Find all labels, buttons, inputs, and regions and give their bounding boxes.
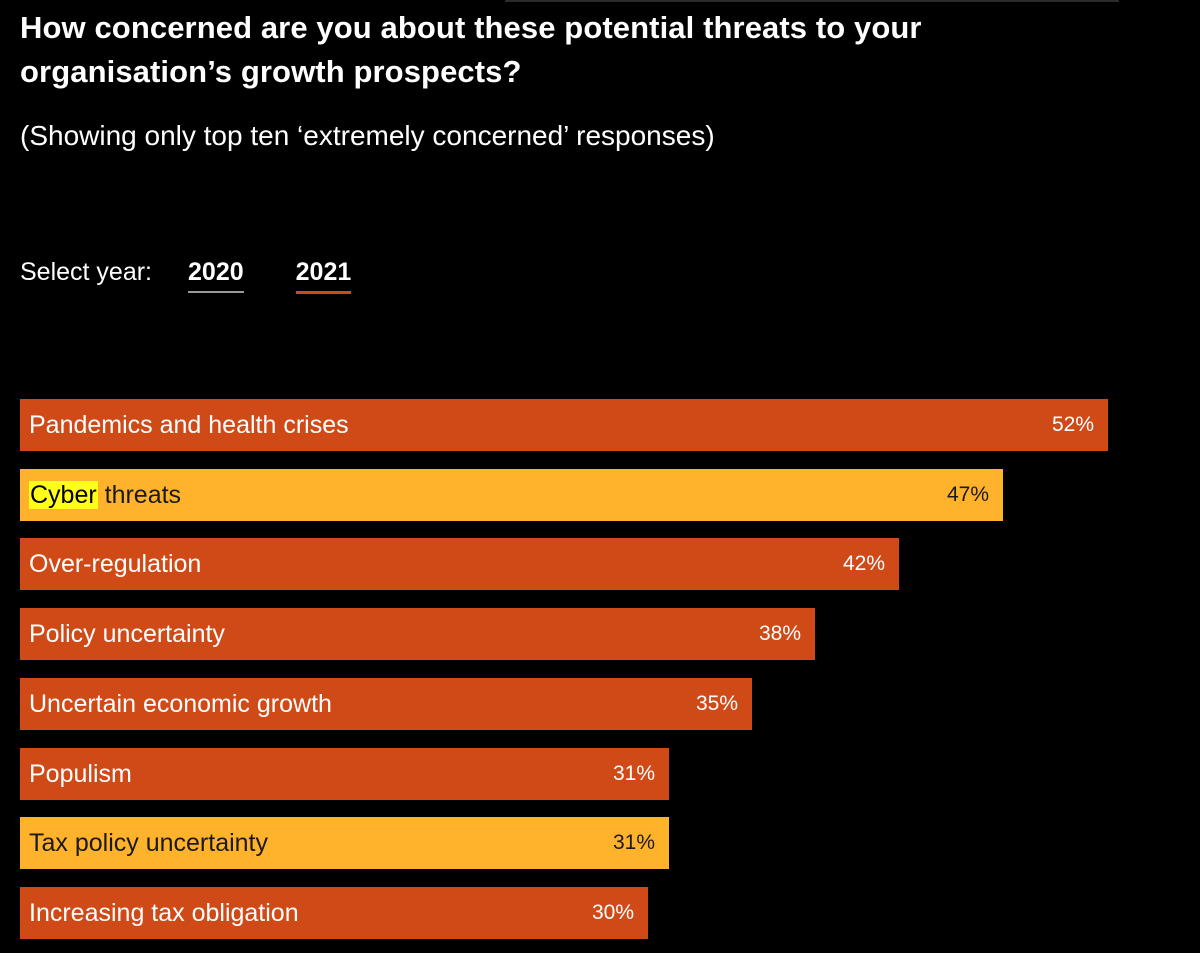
year-option-2021[interactable]: 2021 <box>295 256 351 294</box>
bar-value-label: 31% <box>612 831 655 854</box>
top-divider <box>505 0 1119 2</box>
bar-value-label: 38% <box>758 622 801 645</box>
search-highlight: Cyber <box>29 481 98 509</box>
chart-subtitle: (Showing only top ten ‘extremely concern… <box>20 120 715 151</box>
bar[interactable]: Tax policy uncertainty 31% <box>20 817 669 869</box>
bar-value-label: 35% <box>695 692 738 715</box>
bar-label: Pandemics and health crises <box>29 411 349 439</box>
bar-value-label: 42% <box>842 552 885 575</box>
year-selector-label: Select year: <box>20 258 153 286</box>
bar-value-label: 31% <box>612 762 655 785</box>
bar-label: Tax policy uncertainty <box>29 829 269 857</box>
bar[interactable]: Increasing tax obligation 30% <box>20 887 648 939</box>
bar-label: Over-regulation <box>29 550 202 578</box>
bar-value-label: 52% <box>1051 413 1094 436</box>
year-selector: Select year: 2020 2021 <box>20 256 403 296</box>
bar[interactable]: Uncertain economic growth 35% <box>20 678 752 730</box>
bar[interactable]: Policy uncertainty 38% <box>20 608 815 660</box>
bar[interactable]: Populism 31% <box>20 748 669 800</box>
bar[interactable]: Pandemics and health crises 52% <box>20 399 1108 451</box>
bar-value-label: 47% <box>946 483 989 506</box>
year-option-2020[interactable]: 2020 <box>188 256 244 293</box>
bar-label: Populism <box>29 760 132 788</box>
bar[interactable]: Cyber threats 47% <box>20 469 1003 521</box>
bar-label: Increasing tax obligation <box>29 899 299 927</box>
bar-label: Policy uncertainty <box>29 620 225 648</box>
bar-label: Uncertain economic growth <box>29 690 332 718</box>
bar[interactable]: Over-regulation 42% <box>20 538 899 590</box>
bar-value-label: 30% <box>591 901 634 924</box>
bar-label: Cyber threats <box>29 481 182 509</box>
chart-title: How concerned are you about these potent… <box>20 10 922 89</box>
